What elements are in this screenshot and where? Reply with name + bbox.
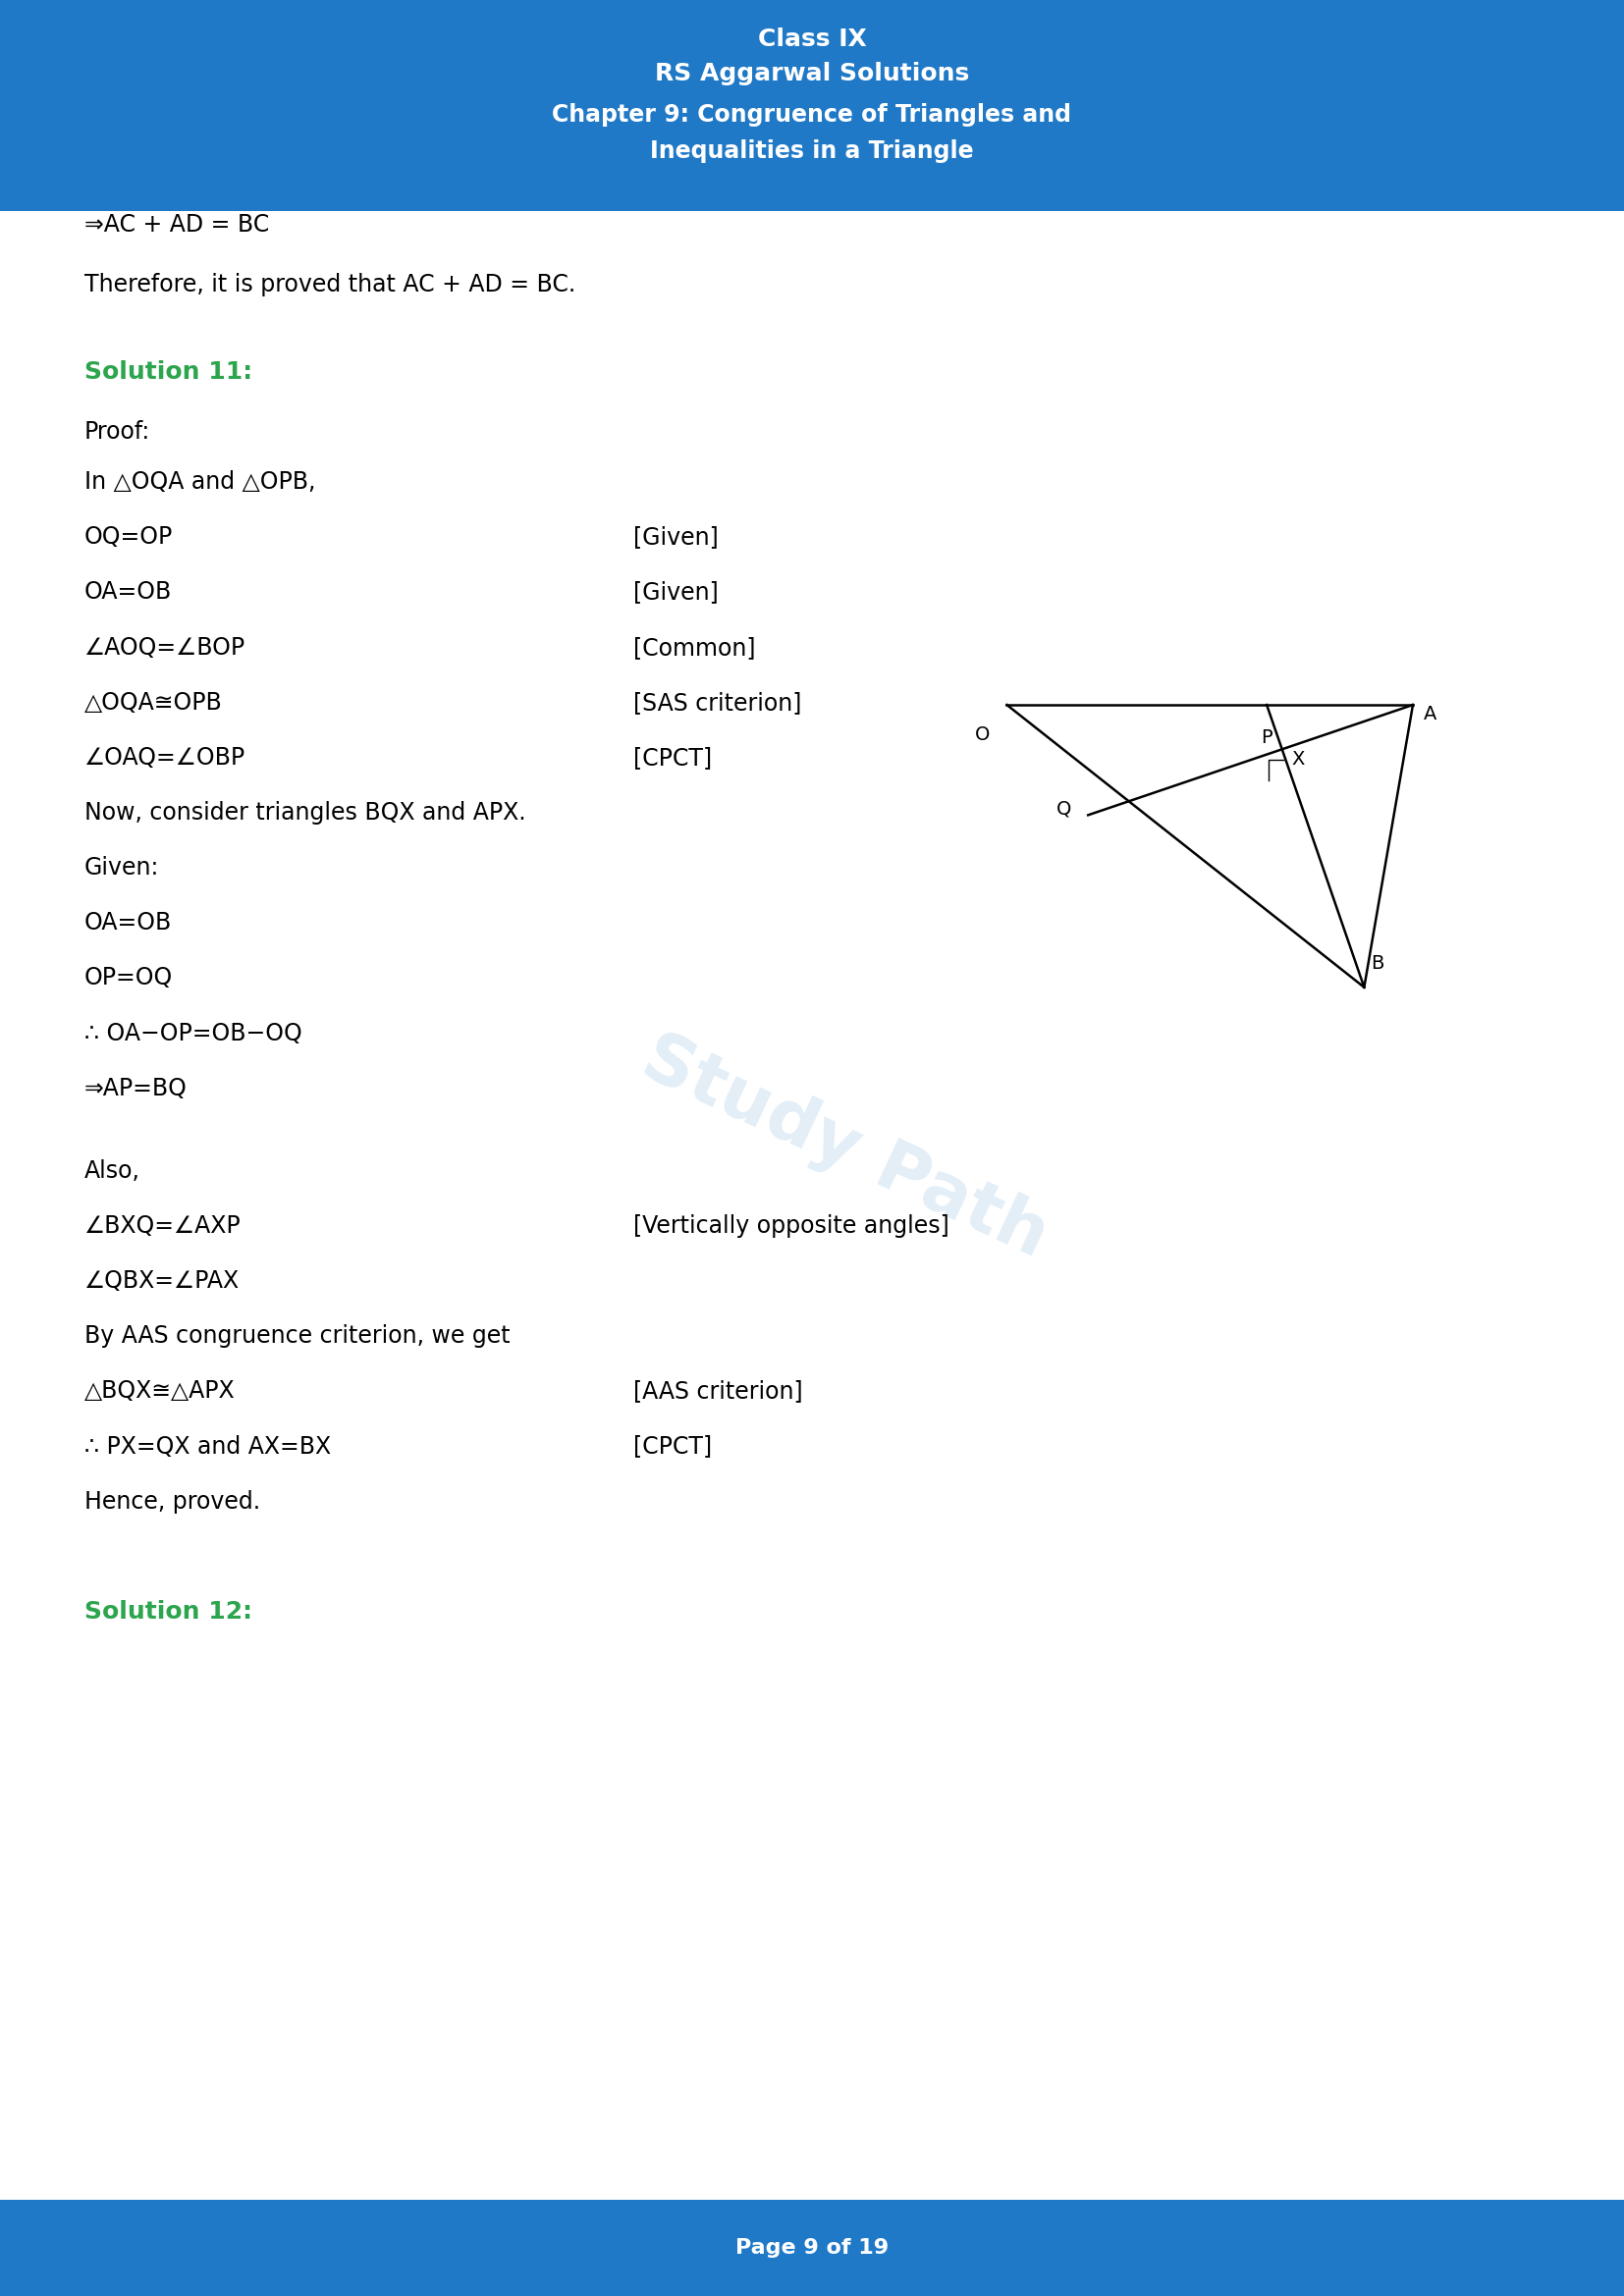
Text: Also,: Also,	[84, 1159, 140, 1182]
Text: OQ=OP: OQ=OP	[84, 526, 174, 549]
Text: ∠BXQ=∠AXP: ∠BXQ=∠AXP	[84, 1215, 242, 1238]
Text: Therefore, it is proved that AC + AD = BC.: Therefore, it is proved that AC + AD = B…	[84, 273, 575, 296]
Text: ⇒BC = DA + AC: ⇒BC = DA + AC	[84, 156, 270, 179]
Text: ∴ OA−OP=OB−OQ: ∴ OA−OP=OB−OQ	[84, 1022, 302, 1045]
Text: Page 9 of 19: Page 9 of 19	[736, 2239, 888, 2257]
Text: X: X	[1291, 751, 1304, 769]
Text: [Common]: [Common]	[633, 636, 755, 659]
Text: Given:: Given:	[84, 856, 159, 879]
Text: OA=OB: OA=OB	[84, 581, 172, 604]
Text: ∠OAQ=∠OBP: ∠OAQ=∠OBP	[84, 746, 245, 769]
Text: In △OQA and △OPB,: In △OQA and △OPB,	[84, 471, 315, 494]
Text: [SAS criterion]: [SAS criterion]	[633, 691, 802, 714]
Text: △BQX≅△APX: △BQX≅△APX	[84, 1380, 235, 1403]
Text: Hence, proved.: Hence, proved.	[84, 1490, 260, 1513]
Text: Inequalities in a Triangle: Inequalities in a Triangle	[650, 140, 974, 163]
Text: OA=OB: OA=OB	[84, 912, 172, 934]
Text: [AAS criterion]: [AAS criterion]	[633, 1380, 802, 1403]
Text: B: B	[1371, 953, 1384, 974]
Text: Solution 12:: Solution 12:	[84, 1600, 252, 1623]
Text: Class IX: Class IX	[758, 28, 866, 51]
Text: Chapter 9: Congruence of Triangles and: Chapter 9: Congruence of Triangles and	[552, 103, 1072, 126]
Text: ⇒AP=BQ: ⇒AP=BQ	[84, 1077, 187, 1100]
Text: [Vertically opposite angles]: [Vertically opposite angles]	[633, 1215, 950, 1238]
Text: OP=OQ: OP=OQ	[84, 967, 174, 990]
Text: Q: Q	[1056, 799, 1072, 817]
Text: [CPCT]: [CPCT]	[633, 1435, 711, 1458]
Text: A: A	[1423, 705, 1437, 723]
Text: ∴ PX=QX and AX=BX: ∴ PX=QX and AX=BX	[84, 1435, 331, 1458]
Text: Solution 11:: Solution 11:	[84, 360, 252, 383]
Text: Now, consider triangles BQX and APX.: Now, consider triangles BQX and APX.	[84, 801, 526, 824]
Text: ∠AOQ=∠BOP: ∠AOQ=∠BOP	[84, 636, 245, 659]
Text: ⇒AC + AD = BC: ⇒AC + AD = BC	[84, 214, 270, 236]
FancyBboxPatch shape	[0, 0, 1624, 211]
Text: △OQA≅OPB: △OQA≅OPB	[84, 691, 222, 714]
FancyBboxPatch shape	[0, 2200, 1624, 2296]
Text: By AAS congruence criterion, we get: By AAS congruence criterion, we get	[84, 1325, 510, 1348]
Text: [CPCT]: [CPCT]	[633, 746, 711, 769]
Text: P: P	[1260, 728, 1273, 748]
Text: O: O	[974, 726, 991, 744]
Text: [Given]: [Given]	[633, 526, 718, 549]
Text: [Given]: [Given]	[633, 581, 718, 604]
Text: Proof:: Proof:	[84, 420, 151, 443]
Text: Study Path: Study Path	[630, 1024, 1059, 1272]
Text: RS Aggarwal Solutions: RS Aggarwal Solutions	[654, 62, 970, 85]
Text: ∠QBX=∠PAX: ∠QBX=∠PAX	[84, 1270, 240, 1293]
